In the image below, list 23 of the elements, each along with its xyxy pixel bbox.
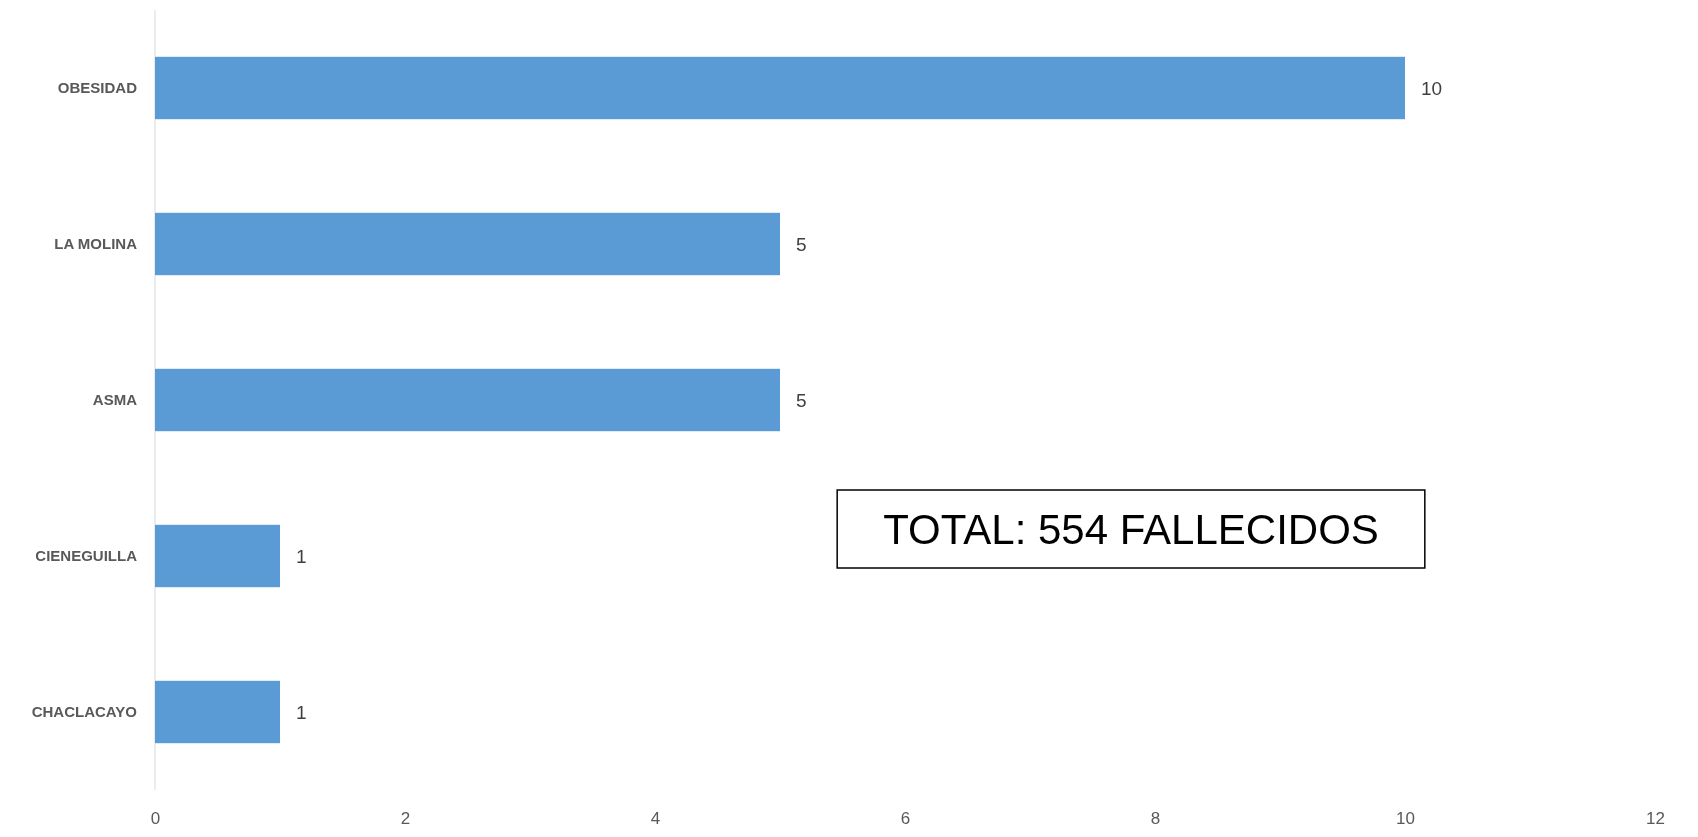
x-tick-label: 6: [900, 809, 911, 829]
data-label: 5: [796, 389, 807, 411]
bar: [155, 212, 780, 276]
x-tick-label: 8: [1150, 809, 1161, 829]
data-label: 10: [1421, 77, 1443, 99]
data-label: 1: [296, 701, 307, 723]
bar: [155, 368, 780, 432]
bar: [155, 680, 280, 744]
y-tick-label: OBESIDAD: [57, 78, 138, 96]
data-label: 1: [296, 545, 307, 567]
x-tick-label: 2: [400, 809, 411, 829]
y-tick-label: ASMA: [92, 390, 138, 408]
annotation: TOTAL: 554 FALLECIDOS: [883, 505, 1379, 553]
x-tick-label: 12: [1646, 809, 1665, 829]
x-tick-label: 4: [650, 809, 661, 829]
x-tick-label: 0: [150, 809, 161, 829]
data-label: 5: [796, 233, 807, 255]
y-tick-label: CHACLACAYO: [31, 702, 138, 720]
bar: [155, 56, 1405, 120]
x-tick-label: 10: [1396, 809, 1415, 829]
y-tick-label: LA MOLINA: [54, 234, 138, 252]
bar: [155, 524, 280, 588]
y-tick-label: CIENEGUILLA: [35, 546, 138, 564]
